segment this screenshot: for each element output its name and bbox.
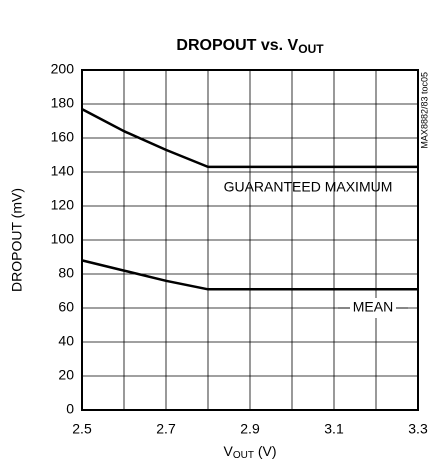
series-label: GUARANTEED MAXIMUM (224, 179, 393, 195)
x-tick-label: 3.1 (324, 421, 344, 437)
y-tick-label: 200 (51, 61, 75, 77)
title-main: DROPOUT vs. V (176, 37, 298, 54)
y-tick-label: 80 (58, 265, 74, 281)
figure-note: MAX8882/83 toc05 (419, 72, 429, 149)
y-tick-label: 20 (58, 367, 74, 383)
x-tick-label: 2.5 (72, 421, 92, 437)
series-label: MEAN (353, 299, 393, 315)
x-axis-label: VOUT (V) (223, 443, 276, 461)
xlabel-unit: (V) (254, 443, 277, 459)
chart-title: DROPOUT vs. VOUT (176, 37, 324, 56)
y-tick-label: 140 (51, 163, 75, 179)
title-sub: OUT (298, 42, 324, 56)
series-line (81, 259, 418, 291)
xlabel-sub: OUT (233, 450, 254, 461)
label-bg (350, 298, 396, 318)
x-tick-label: 2.9 (240, 421, 260, 437)
xlabel-main: V (223, 443, 233, 459)
plot-frame (81, 69, 419, 411)
y-axis-label: DROPOUT (mV) (9, 188, 25, 292)
y-tick-label: 120 (51, 197, 75, 213)
y-tick-label: 0 (66, 401, 74, 417)
y-tick-label: 100 (51, 231, 75, 247)
series-line (81, 107, 418, 169)
x-tick-label: 2.7 (156, 421, 176, 437)
y-tick-label: 40 (58, 333, 74, 349)
x-tick-label: 3.3 (408, 421, 428, 437)
y-tick-label: 60 (58, 299, 74, 315)
y-tick-label: 180 (51, 95, 75, 111)
y-tick-label: 160 (51, 129, 75, 145)
